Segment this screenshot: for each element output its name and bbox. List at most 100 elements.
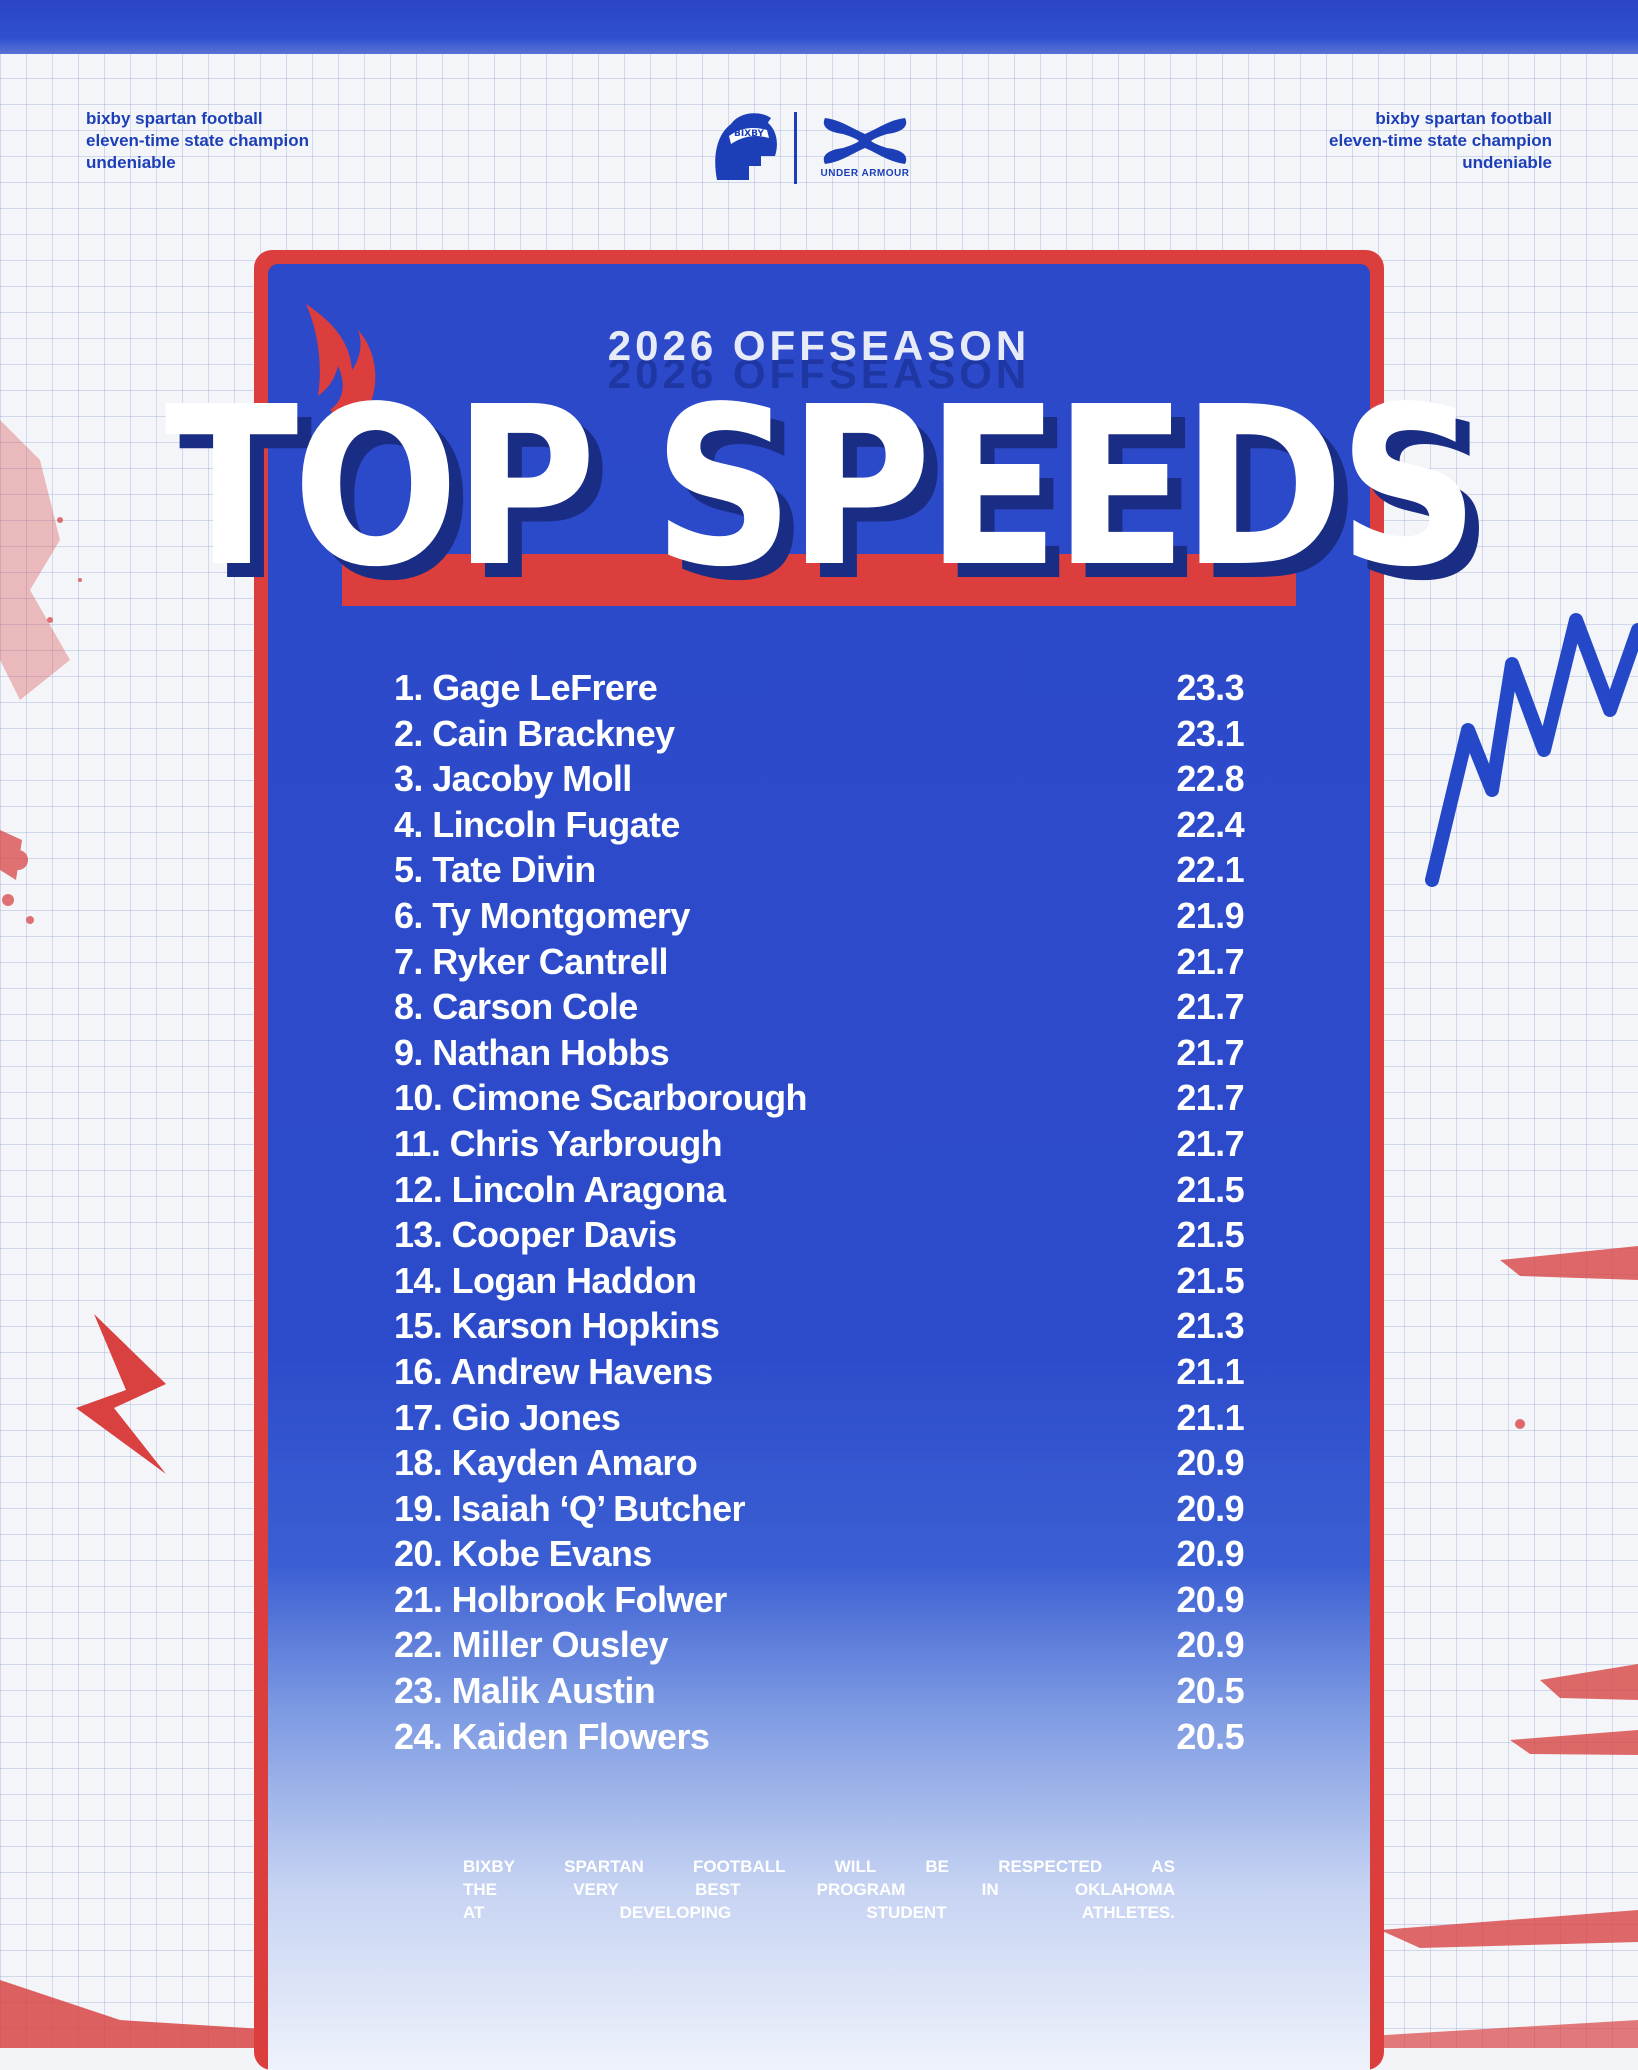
- list-item: 17. Gio Jones 21.1: [394, 1395, 1245, 1441]
- player-name: 19. Isaiah ‘Q’ Butcher: [394, 1487, 746, 1529]
- list-item: 19. Isaiah ‘Q’ Butcher 20.9: [394, 1486, 1245, 1532]
- list-item: 2. Cain Brackney 23.1: [394, 711, 1245, 757]
- list-item: 18. Kayden Amaro 20.9: [394, 1440, 1245, 1486]
- red-streak-bottom-left: [0, 1980, 420, 2048]
- mission-line: BIXBY SPARTAN FOOTBALL WILL BE RESPECTED AS: [463, 1855, 1175, 1878]
- player-speed: 21.5: [1176, 1214, 1244, 1256]
- mission-word: FOOTBALL: [692, 1857, 786, 1876]
- player-speed: 21.1: [1176, 1396, 1244, 1438]
- under-armour-label: UNDER ARMOUR: [820, 168, 910, 179]
- player-speed: 21.9: [1176, 894, 1244, 936]
- player-speed: 22.4: [1176, 803, 1244, 845]
- player-name: 23. Malik Austin: [394, 1670, 656, 1712]
- title-underline-bar: [342, 554, 1296, 606]
- player-name: 6. Ty Montgomery: [394, 894, 690, 936]
- list-item: 12. Lincoln Aragona 21.5: [394, 1167, 1245, 1213]
- mission-word: BIXBY: [463, 1857, 515, 1876]
- player-name: 11. Chris Yarbrough: [394, 1122, 723, 1164]
- mission-word: PROGRAM: [816, 1880, 906, 1899]
- list-item: 7. Ryker Cantrell 21.7: [394, 939, 1245, 985]
- tagline-line: bixby spartan football: [86, 109, 263, 128]
- list-item: 5. Tate Divin 22.1: [394, 847, 1245, 893]
- player-name: 4. Lincoln Fugate: [394, 803, 680, 845]
- mission-word: AT: [463, 1903, 485, 1922]
- header-logos: BIXBY UNDER ARMOUR: [705, 108, 933, 188]
- flame-icon: [306, 304, 376, 417]
- list-item: 1. Gage LeFrere 23.3: [394, 665, 1245, 711]
- player-speed: 20.9: [1176, 1487, 1244, 1529]
- player-speed: 21.7: [1176, 1031, 1244, 1073]
- mission-word: ATHLETES.: [1081, 1903, 1175, 1922]
- player-speed: 21.1: [1176, 1350, 1244, 1392]
- list-item: 21. Holbrook Folwer 20.9: [394, 1577, 1245, 1623]
- player-speed: 20.9: [1176, 1624, 1244, 1666]
- list-item: 10. Cimone Scarborough 21.7: [394, 1075, 1245, 1121]
- mission-word: AS: [1151, 1857, 1175, 1876]
- player-speed: 23.3: [1176, 667, 1244, 708]
- player-name: 13. Cooper Davis: [394, 1214, 677, 1256]
- player-name: 18. Kayden Amaro: [394, 1442, 698, 1484]
- list-item: 11. Chris Yarbrough 21.7: [394, 1121, 1245, 1167]
- player-speed: 22.1: [1176, 849, 1244, 891]
- mission-word: VERY: [573, 1880, 619, 1899]
- mission-word: RESPECTED: [998, 1857, 1103, 1876]
- player-name: 20. Kobe Evans: [394, 1533, 652, 1575]
- blue-zigzag-scribble: [1425, 613, 1638, 887]
- mission-word: OKLAHOMA: [1074, 1880, 1175, 1899]
- player-name: 10. Cimone Scarborough: [394, 1077, 807, 1119]
- list-item: 24. Kaiden Flowers 20.5: [394, 1714, 1245, 1760]
- player-name: 16. Andrew Havens: [394, 1350, 713, 1392]
- red-arrow-mark: [76, 1314, 166, 1474]
- title-shadow: TOP SPEEDS: [178, 374, 1494, 630]
- spartan-logo-text: BIXBY: [734, 129, 765, 139]
- logo-divider: [794, 112, 797, 184]
- player-speed: 23.1: [1176, 712, 1244, 754]
- header-right-tagline: bixby spartan football eleven-time state…: [1329, 108, 1552, 174]
- top-banner-strip: [0, 0, 1638, 54]
- player-speed: 20.9: [1176, 1578, 1244, 1620]
- under-armour-icon: [823, 118, 907, 164]
- player-name: 22. Miller Ousley: [394, 1624, 669, 1666]
- player-speed: 21.7: [1176, 1077, 1244, 1119]
- player-speed: 21.5: [1176, 1168, 1244, 1210]
- player-name: 3. Jacoby Moll: [394, 758, 632, 800]
- player-name: 7. Ryker Cantrell: [394, 940, 669, 982]
- player-speed: 21.3: [1176, 1305, 1244, 1347]
- mission-word: STUDENT: [866, 1903, 947, 1922]
- player-name: 17. Gio Jones: [394, 1396, 621, 1438]
- list-item: 3. Jacoby Moll 22.8: [394, 756, 1245, 802]
- red-splatter-left: [0, 420, 82, 924]
- list-item: 8. Carson Cole 21.7: [394, 984, 1245, 1030]
- tagline-line: eleven-time state champion: [1329, 131, 1552, 150]
- header-left-tagline: bixby spartan football eleven-time state…: [86, 108, 309, 174]
- mission-word: SPARTAN: [564, 1857, 644, 1876]
- list-item: 20. Kobe Evans 20.9: [394, 1531, 1245, 1577]
- mission-word: BEST: [695, 1880, 741, 1899]
- mission-statement: BIXBY SPARTAN FOOTBALL WILL BE RESPECTED AS THE…: [463, 1855, 1175, 1924]
- player-speed: 20.9: [1176, 1533, 1244, 1575]
- mission-word: BE: [925, 1857, 950, 1876]
- player-name: 14. Logan Haddon: [394, 1259, 697, 1301]
- red-streaks-right: [1500, 1246, 1638, 1755]
- tagline-line: eleven-time state champion: [86, 131, 309, 150]
- list-item: 22. Miller Ousley 20.9: [394, 1622, 1245, 1668]
- subtitle-echo: 2026 OFFSEASON: [607, 350, 1031, 397]
- mission-word: DEVELOPING: [619, 1903, 732, 1922]
- mission-line: THE VERY BEST PROGRAM IN OKLAHOMA: [463, 1878, 1175, 1901]
- player-speed: 21.5: [1176, 1259, 1244, 1301]
- mission-line: AT DEVELOPING STUDENT ATHLETES.: [463, 1901, 1175, 1924]
- player-speed: 22.8: [1176, 758, 1244, 800]
- player-speed: 20.5: [1176, 1715, 1244, 1757]
- list-item: 15. Karson Hopkins 21.3: [394, 1303, 1245, 1349]
- mission-word: THE: [463, 1880, 497, 1899]
- list-item: 6. Ty Montgomery 21.9: [394, 893, 1245, 939]
- player-name: 1. Gage LeFrere: [394, 667, 658, 708]
- player-speed: 21.7: [1176, 1122, 1244, 1164]
- player-speed: 21.7: [1176, 986, 1244, 1028]
- mission-word: WILL: [834, 1857, 877, 1876]
- player-name: 15. Karson Hopkins: [394, 1305, 720, 1347]
- mission-word: IN: [981, 1880, 999, 1899]
- list-item: 9. Nathan Hobbs 21.7: [394, 1030, 1245, 1076]
- player-speed: 20.9: [1176, 1442, 1244, 1484]
- player-name: 12. Lincoln Aragona: [394, 1168, 726, 1210]
